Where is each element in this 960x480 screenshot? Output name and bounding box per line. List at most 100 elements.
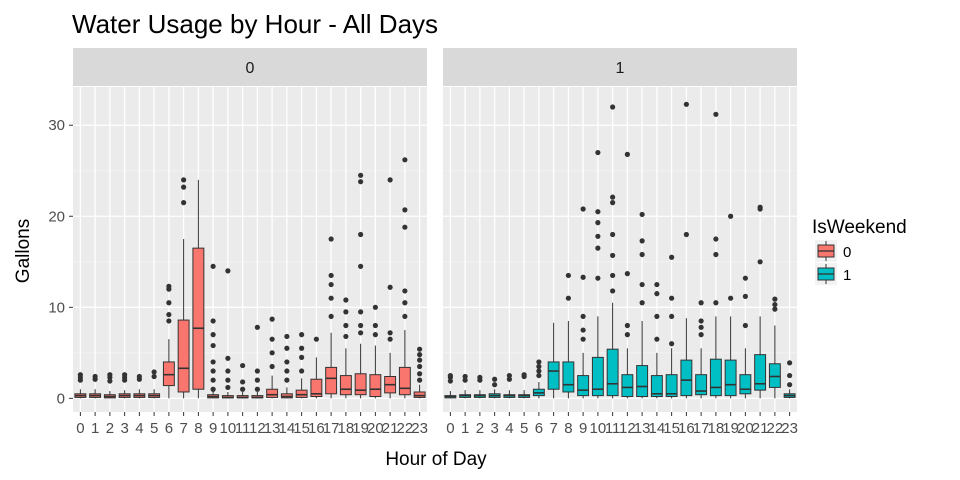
x-tick-label: 6 [535, 420, 543, 437]
x-tick-label: 13 [634, 420, 651, 437]
outlier-point [447, 372, 453, 379]
chart-title: Water Usage by Hour - All Days [72, 9, 438, 39]
box-iqr [354, 373, 367, 396]
outlier-point [580, 327, 586, 333]
facet-strip-label: 0 [246, 60, 255, 77]
outlier-point [225, 377, 231, 383]
box-0-hour-8 [192, 179, 205, 399]
outlier-point [462, 377, 468, 383]
outlier-point [166, 283, 172, 289]
outlier-point [269, 350, 275, 356]
box-0-hour-21 [384, 177, 397, 399]
outlier-point [742, 275, 748, 281]
outlier-point [240, 362, 246, 369]
outlier-point [343, 297, 349, 303]
box-1-hour-8 [562, 272, 575, 399]
box-1-hour-3 [488, 376, 501, 399]
outlier-point [181, 184, 187, 190]
outlier-point [669, 254, 675, 260]
x-tick-label: 21 [382, 420, 399, 437]
outlier-point [787, 372, 793, 379]
legend-title: IsWeekend [812, 217, 907, 238]
box-1-hour-16 [680, 101, 693, 399]
x-tick-label: 0 [446, 420, 454, 437]
outlier-point [683, 231, 689, 238]
x-tick-label: 9 [579, 420, 587, 437]
box-iqr [547, 361, 560, 390]
outlier-point [639, 251, 645, 258]
y-tick-label: 20 [48, 208, 65, 225]
outlier-point [580, 206, 586, 212]
outlier-point [698, 332, 704, 338]
outlier-point [402, 313, 408, 320]
x-tick-label: 7 [179, 420, 187, 437]
box-iqr [369, 374, 382, 398]
box-iqr [754, 354, 767, 391]
x-axis-title: Hour of Day [385, 449, 487, 470]
box-1-hour-1 [459, 373, 472, 399]
outlier-point [595, 220, 601, 226]
box-0-hour-16 [310, 336, 323, 399]
box-iqr [695, 374, 708, 396]
outlier-point [639, 281, 645, 288]
outlier-point [269, 363, 275, 370]
outlier-point [536, 368, 542, 374]
box-0-hour-10 [221, 268, 234, 399]
box-1-hour-12 [621, 151, 634, 399]
outlier-point [669, 313, 675, 320]
x-tick-label: 22 [397, 420, 414, 437]
box-0-hour-2 [103, 372, 116, 399]
box-0-hour-18 [339, 297, 352, 399]
outlier-point [225, 384, 231, 391]
x-tick-label: 18 [708, 420, 725, 437]
outlier-point [624, 271, 630, 277]
outlier-point [210, 377, 216, 383]
box-1-hour-18 [709, 111, 722, 399]
box-iqr [413, 391, 426, 398]
x-tick-label: 10 [220, 420, 237, 437]
y-axis-ticks: 0 10 20 30 [48, 117, 73, 407]
facet-strip-label: 1 [616, 60, 625, 77]
x-tick-label: 6 [165, 420, 173, 437]
outlier-point [669, 341, 675, 347]
box-0-hour-11 [236, 362, 249, 399]
outlier-point [610, 200, 616, 206]
outlier-point [358, 179, 364, 185]
box-iqr [709, 358, 722, 397]
outlier-point [713, 300, 719, 306]
legend-item-1: 1 [815, 263, 851, 285]
box-0-hour-3 [118, 372, 131, 399]
x-tick-label: 5 [520, 420, 528, 437]
outlier-point [299, 368, 305, 374]
panel-background [443, 87, 797, 412]
outlier-point [417, 371, 423, 377]
box-iqr [665, 374, 678, 398]
outlier-point [610, 252, 616, 259]
outlier-point [387, 177, 393, 183]
x-tick-label: 0 [76, 420, 84, 437]
outlier-point [713, 111, 719, 117]
outlier-point [417, 363, 423, 370]
x-tick-label: 14 [279, 420, 296, 437]
outlier-point [713, 251, 719, 258]
x-tick-label: 2 [476, 420, 484, 437]
x-tick-label: 8 [564, 420, 572, 437]
x-tick-label: 20 [367, 420, 384, 437]
y-tick-label: 0 [57, 390, 65, 407]
outlier-point [492, 376, 498, 382]
outlier-point [610, 194, 616, 200]
x-tick-label: 19 [352, 420, 369, 437]
box-1-hour-10 [591, 149, 604, 399]
outlier-point [742, 322, 748, 329]
outlier-point [417, 377, 423, 383]
box-1-hour-21 [754, 204, 767, 399]
outlier-point [757, 259, 763, 265]
box-iqr [650, 375, 663, 398]
box-iqr [398, 366, 411, 396]
box-0-hour-19 [354, 172, 367, 399]
outlier-point [328, 272, 334, 279]
outlier-point [742, 293, 748, 299]
box-0-hour-23 [413, 346, 426, 399]
outlier-point [654, 291, 660, 297]
